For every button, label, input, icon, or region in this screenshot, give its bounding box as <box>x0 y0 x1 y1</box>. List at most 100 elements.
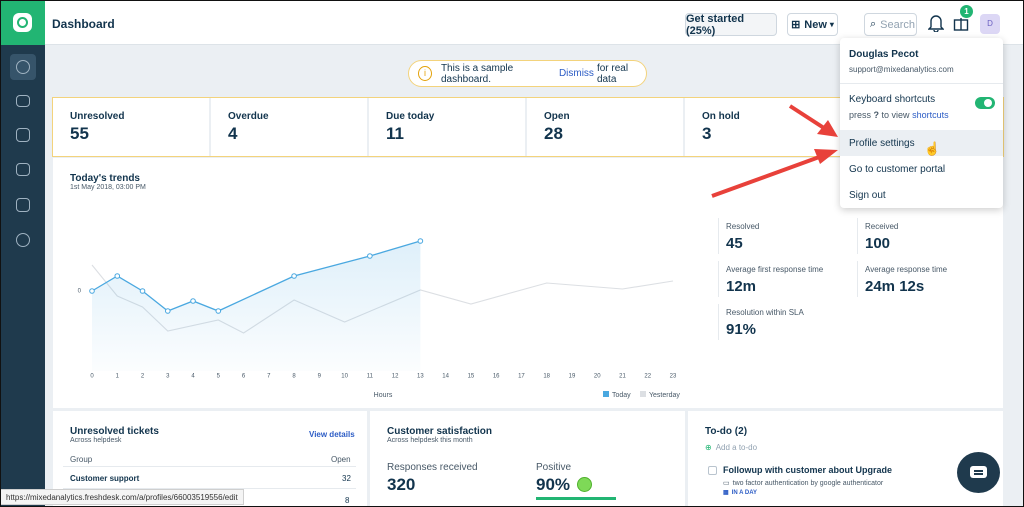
metric-label: Resolved <box>726 222 760 231</box>
hint-link[interactable]: shortcuts <box>912 110 949 120</box>
todo-title: To-do (2) <box>705 426 748 437</box>
x-tick-label: 15 <box>468 374 475 380</box>
x-tick-label: 0 <box>90 374 94 380</box>
gift-icon[interactable] <box>953 14 969 32</box>
nav-tickets[interactable] <box>16 95 30 107</box>
x-tick-label: 11 <box>367 374 374 380</box>
x-tick-label: 2 <box>141 374 145 380</box>
metric-label: Average first response time <box>726 265 824 274</box>
stat-card <box>527 98 683 156</box>
nav-reports[interactable] <box>16 198 30 212</box>
search-box[interactable]: ⌕ Search <box>864 13 917 36</box>
metric-value: 45 <box>726 235 743 252</box>
metric-value: 12m <box>726 278 757 295</box>
decoration <box>970 466 987 478</box>
stat-value: 55 <box>70 124 89 143</box>
group-open: 8 <box>345 496 350 505</box>
metric-value: 91% <box>726 321 757 338</box>
dismiss-link[interactable]: Dismiss <box>558 68 594 79</box>
decoration: ⊞ <box>791 19 801 31</box>
col-group: Group <box>70 455 93 464</box>
stat-label: Due today <box>386 111 435 122</box>
satisfaction-subtitle: Across helpdesk this month <box>387 437 473 444</box>
bell-icon[interactable] <box>928 14 944 32</box>
new-button[interactable]: ⊞ New ▾ <box>787 13 838 36</box>
menu-item[interactable]: Sign out <box>849 189 886 201</box>
chat-button[interactable] <box>957 452 1000 493</box>
todo-checkbox[interactable] <box>708 466 717 475</box>
hint-middle: to view <box>881 110 910 120</box>
view-details-link[interactable]: View details <box>309 430 355 439</box>
decoration <box>984 99 992 107</box>
series-point <box>367 253 373 259</box>
nav-settings[interactable] <box>16 233 30 247</box>
today-area <box>92 241 421 371</box>
series-point <box>291 273 297 279</box>
x-tick-label: 19 <box>569 374 576 380</box>
stat-label: Unresolved <box>70 111 125 122</box>
menu-user-name: Douglas Pecot <box>849 49 919 60</box>
legend-swatch <box>603 391 609 397</box>
x-tick-label: 16 <box>493 374 500 380</box>
avatar[interactable]: D <box>980 14 1000 34</box>
metric-rule <box>718 261 719 297</box>
metric-rule <box>718 218 719 254</box>
x-tick-label: 8 <box>292 374 296 380</box>
x-tick-label: 22 <box>644 374 651 380</box>
stat-value: 11 <box>386 124 404 143</box>
x-tick-label: 17 <box>518 374 525 380</box>
metric-label: Average response time <box>865 265 948 274</box>
add-todo-label: Add a to-do <box>715 443 758 452</box>
y-tick-label: 0 <box>78 289 82 295</box>
x-tick-label: 21 <box>619 374 626 380</box>
decoration <box>974 473 983 475</box>
x-tick-label: 10 <box>341 374 348 380</box>
cursor: ☝ <box>924 141 941 156</box>
smiley-icon <box>577 477 592 492</box>
row-divider <box>63 488 356 489</box>
todo-panel <box>688 411 1003 507</box>
menu-item[interactable]: Profile settings <box>840 130 1003 156</box>
decoration: ▭ <box>723 480 730 487</box>
x-axis-label: Hours <box>374 392 393 399</box>
series-point <box>215 308 222 314</box>
nav-dashboard-icon <box>16 60 30 74</box>
stat-value: 4 <box>228 124 238 143</box>
page-title: Dashboard <box>52 17 115 31</box>
shortcuts-toggle[interactable] <box>975 97 995 109</box>
sidebar <box>0 0 45 507</box>
legend-label: Today <box>612 392 631 399</box>
metric-label: Received <box>865 222 899 231</box>
positive-bar <box>536 497 616 500</box>
decoration: ▦ <box>723 490 729 496</box>
group-name: Customer support <box>70 474 140 483</box>
decoration <box>17 17 28 28</box>
series-point <box>190 298 196 304</box>
x-tick-label: 14 <box>442 374 449 380</box>
add-todo[interactable]: ⊕ Add a to-do <box>705 443 757 452</box>
get-started-button[interactable]: Get started (25%) <box>685 13 777 37</box>
nav-solutions[interactable] <box>16 163 30 176</box>
positive-label: Positive <box>536 462 572 473</box>
hint-prefix: press <box>849 110 872 120</box>
positive-value: 90% <box>536 475 571 494</box>
legend-swatch <box>640 391 646 397</box>
nav-contacts[interactable] <box>16 128 30 142</box>
menu-item[interactable]: Go to customer portal <box>849 163 946 175</box>
series-point <box>417 238 424 244</box>
satisfaction-panel <box>370 411 685 507</box>
stat-label: Open <box>544 111 570 122</box>
todo-note-text: two factor authentication by google auth… <box>732 480 884 487</box>
col-open: Open <box>331 455 351 464</box>
stat-value: 3 <box>702 124 712 143</box>
shortcuts-label: Keyboard shortcuts <box>849 94 936 105</box>
decoration: ⊕ <box>705 443 712 452</box>
menu-divider <box>840 83 1003 84</box>
metric-value: 24m 12s <box>865 278 925 295</box>
stat-label: On hold <box>702 111 740 122</box>
trends-chart: Hours 0 1 2 3 4 5 6 7 8 9 10 11 12 13 14 15 16 17 18 19 20 21… <box>78 238 680 399</box>
todo-due-text: IN A DAY <box>731 490 758 496</box>
todo-item-note: ▭ two factor authentication by google aut… <box>723 479 883 487</box>
logo[interactable] <box>0 0 45 45</box>
